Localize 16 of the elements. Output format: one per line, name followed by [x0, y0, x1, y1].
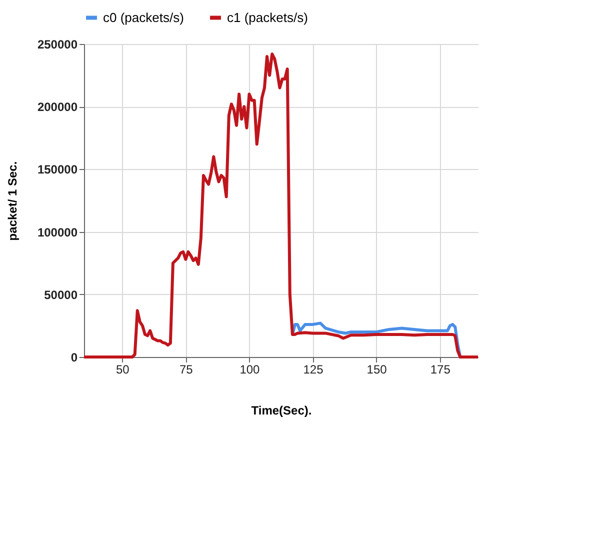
y-axis-title: packet/ 1 Sec.	[5, 161, 20, 241]
x-tick-label: 75	[180, 362, 194, 376]
x-tick-label: 100	[240, 362, 260, 376]
legend-label: c1 (packets/s)	[227, 10, 308, 25]
x-axis-title: Time(Sec).	[251, 404, 312, 418]
x-tick-label: 125	[303, 362, 324, 376]
legend-label: c0 (packets/s)	[103, 10, 184, 25]
y-tick-label: 50000	[44, 288, 78, 302]
y-tick-label: 250000	[37, 38, 78, 52]
y-tick-label: 100000	[37, 225, 78, 240]
x-tick-label: 150	[366, 362, 388, 376]
y-tick-label: 150000	[37, 162, 78, 177]
y-tick-label: 0	[70, 350, 78, 364]
x-tick-label: 50	[116, 362, 130, 376]
y-tick-label: 200000	[37, 100, 78, 114]
x-tick-label: 175	[430, 362, 451, 376]
